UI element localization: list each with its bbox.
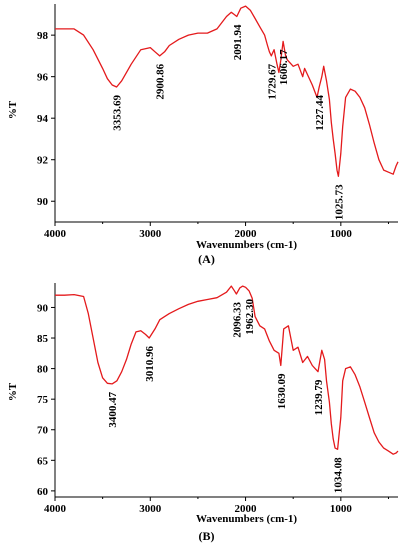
peak-label: 1606.17 (278, 49, 290, 85)
peak-label: 1962.30 (244, 298, 256, 334)
y-tick-label: 75 (37, 394, 49, 406)
peak-label: 2900.86 (155, 63, 167, 99)
panel-b: 4000 3000 2000 1000 60 65 70 75 80 85 90 %T Wavenumb… (7, 283, 399, 543)
peak-label: 3353.69 (112, 95, 124, 131)
x-tick-label: 2000 (235, 503, 258, 515)
peak-label: 1630.09 (276, 373, 288, 409)
spectrum-line (55, 5, 399, 177)
x-tick-label: 2000 (235, 228, 258, 240)
y-tick-label: 85 (37, 333, 49, 345)
peak-label: 2091.94 (232, 24, 244, 60)
y-tick-label: 98 (37, 30, 49, 42)
x-axis-title: Wavenumbers (cm-1) (196, 513, 297, 525)
peak-label: 1034.08 (333, 457, 345, 493)
x-tick-label: 3000 (139, 503, 162, 515)
peak-label: 1227.44 (314, 95, 326, 131)
y-tick-label: 94 (37, 113, 49, 125)
spectrum-line (55, 285, 399, 455)
peak-label: 1025.73 (333, 184, 345, 220)
y-tick-label: 60 (37, 486, 49, 498)
y-tick-label: 65 (37, 455, 49, 467)
y-tick-label: 80 (37, 364, 49, 376)
y-tick-label: 90 (37, 302, 49, 314)
peak-label: 1729.67 (266, 63, 278, 99)
peak-label: 1239.79 (313, 379, 325, 415)
panel-label: (B) (199, 529, 215, 543)
x-tick-label: 3000 (139, 228, 162, 240)
y-tick-label: 70 (37, 425, 49, 437)
y-axis-title: %T (7, 100, 19, 119)
x-tick-label: 4000 (44, 503, 67, 515)
y-tick-label: 96 (37, 72, 49, 84)
x-axis-title: Wavenumbers (cm-1) (196, 239, 297, 251)
peak-label: 3400.47 (107, 391, 119, 427)
x-tick-label: 1000 (330, 228, 353, 240)
peak-label: 3010.96 (144, 346, 156, 382)
peak-label: 2096.33 (231, 302, 243, 338)
x-tick-label: 4000 (44, 228, 67, 240)
panel-label: (A) (198, 252, 215, 266)
y-tick-label: 90 (37, 196, 49, 208)
y-axis-title: %T (7, 382, 19, 401)
panel-a: 4000 3000 2000 1000 90 92 94 96 98 %T Wavenumbers … (7, 4, 399, 266)
x-tick-label: 1000 (330, 503, 353, 515)
y-tick-label: 92 (37, 155, 49, 167)
